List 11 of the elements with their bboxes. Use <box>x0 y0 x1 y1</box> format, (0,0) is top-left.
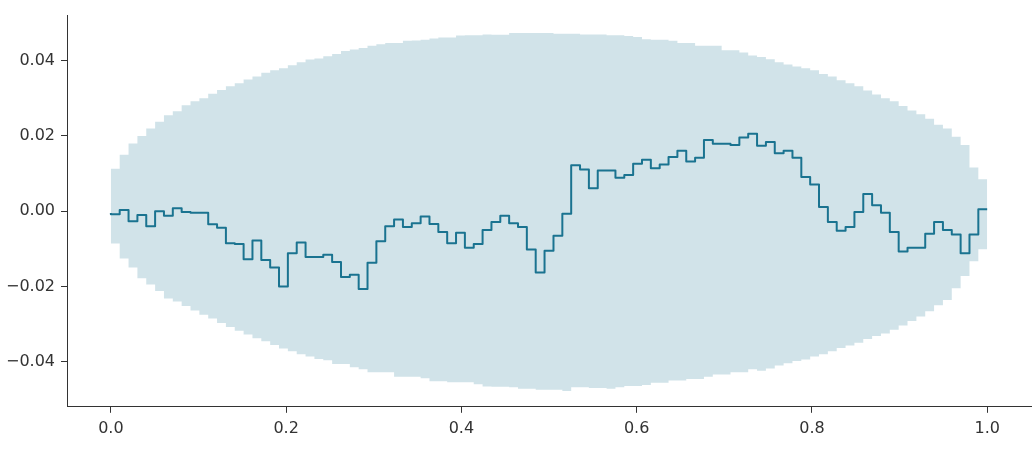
x-tick-label: 0.2 <box>273 417 299 437</box>
x-tick-label: 0.8 <box>799 417 825 437</box>
y-tick-label: 0.04 <box>19 49 56 69</box>
y-tick-label: 0.00 <box>19 200 56 220</box>
x-tick-label: 0.4 <box>448 417 475 437</box>
y-tick-label: −0.04 <box>6 350 56 370</box>
x-tick-label: 0.6 <box>623 417 650 437</box>
y-tick-label: 0.02 <box>19 125 56 145</box>
x-tick-label: 1.0 <box>974 417 1000 437</box>
y-tick-label: −0.02 <box>6 275 56 295</box>
x-tick-label: 0.0 <box>98 417 124 437</box>
